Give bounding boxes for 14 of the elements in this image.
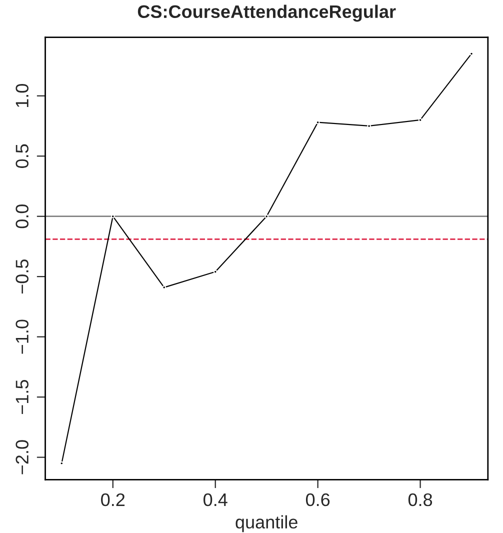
x-tick-label: 0.2 bbox=[101, 493, 125, 506]
y-tick-label: −2.0 bbox=[16, 440, 29, 474]
chart-title: CS:CourseAttendanceRegular bbox=[138, 4, 396, 22]
y-tick-label: 1.0 bbox=[16, 84, 29, 108]
point bbox=[264, 214, 268, 218]
y-tick-label: 0.5 bbox=[16, 144, 29, 168]
y-tick-label: 0.0 bbox=[16, 204, 29, 228]
x-axis-title: quantile bbox=[236, 515, 298, 532]
y-tick-label: −0.5 bbox=[16, 260, 29, 294]
y-tick-label: −1.0 bbox=[16, 320, 29, 354]
x-tick-label: 0.4 bbox=[204, 493, 228, 506]
y-tick-label: −1.5 bbox=[16, 380, 29, 414]
x-tick-label: 0.6 bbox=[306, 493, 330, 506]
x-tick-label: 0.8 bbox=[408, 493, 432, 506]
